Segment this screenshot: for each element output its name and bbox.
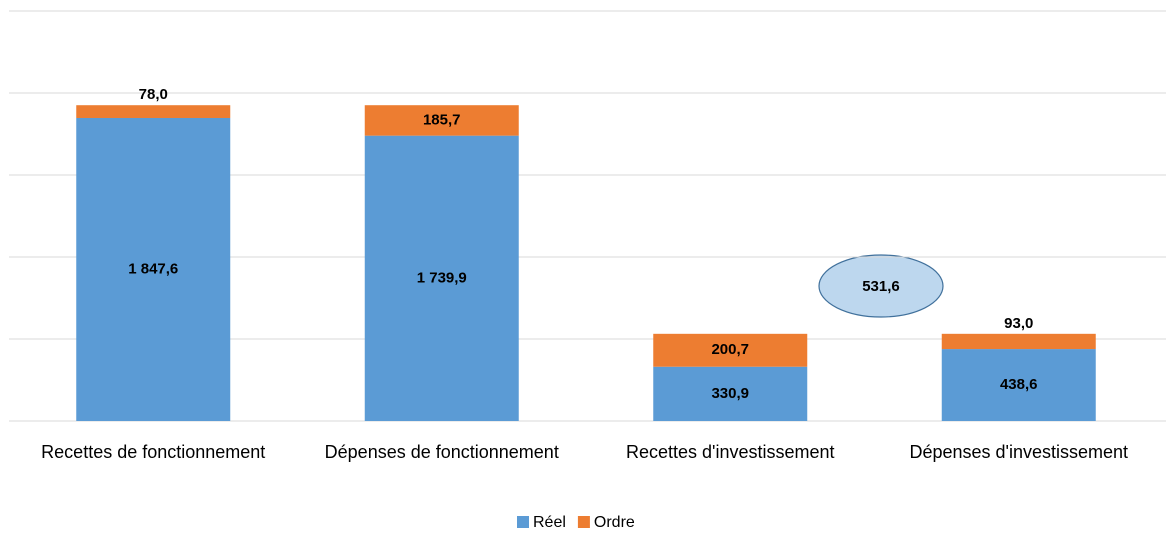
bar-segment [364,135,519,421]
value-label: 1 739,9 [417,269,467,286]
value-label: 185,7 [423,111,461,128]
x-tick-label: Recettes de fonctionnement [41,442,265,462]
value-label: 1 847,6 [128,260,178,277]
bar-segment [653,366,808,421]
bar-segment [941,333,1096,350]
value-label: 93,0 [1004,315,1033,332]
value-label: 200,7 [711,341,749,358]
x-tick-label: Dépenses de fonctionnement [325,442,559,462]
bar-segment [941,349,1096,421]
value-label: 78,0 [139,86,168,103]
bar-segment [653,333,808,367]
legend-swatch [577,516,590,528]
annotation-bubble [818,254,944,318]
legend-swatch [517,516,529,528]
value-label: 330,9 [711,385,749,402]
x-tick-label: Recettes d'investissement [626,442,835,462]
bar-segment [76,117,231,422]
legend-label: Réel [533,514,566,531]
bar-segment [76,105,231,118]
value-label: 438,6 [1000,376,1038,393]
x-tick-label: Dépenses d'investissement [909,442,1128,462]
annotation: 531,6 [862,278,900,295]
legend-label: Ordre [594,514,635,531]
bar-segment [364,105,519,136]
